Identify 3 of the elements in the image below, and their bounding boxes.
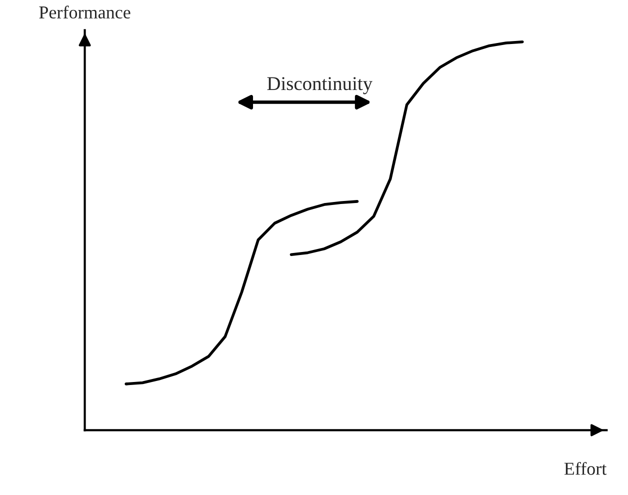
x-axis-title: Effort [564,462,607,475]
y-axis-title: Performance [39,6,130,19]
annotation: Discontinuity [267,77,372,94]
